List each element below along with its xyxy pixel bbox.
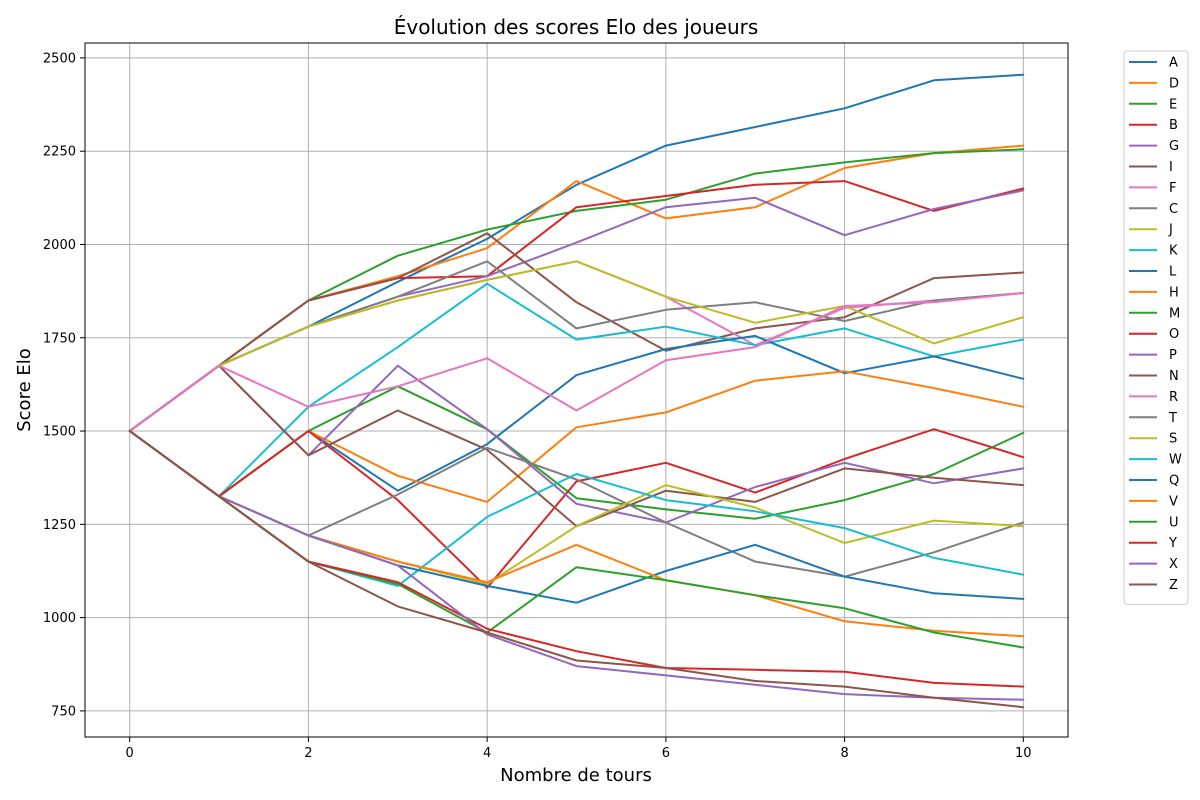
legend-label-Q: Q	[1169, 474, 1179, 489]
legend-label-O: O	[1169, 327, 1179, 342]
y-tick-label: 1000	[43, 611, 76, 626]
y-tick-label: 2250	[43, 145, 76, 160]
legend-label-C: C	[1169, 202, 1178, 217]
y-tick-label: 750	[51, 704, 76, 719]
x-tick-label: 6	[662, 746, 670, 761]
series-line-W	[128, 430, 1025, 587]
legend-label-L: L	[1169, 265, 1177, 280]
x-tick-label: 10	[1015, 746, 1032, 761]
legend-label-K: K	[1169, 244, 1178, 259]
legend-label-W: W	[1169, 453, 1182, 468]
legend-label-U: U	[1169, 515, 1179, 530]
legend-label-N: N	[1169, 369, 1179, 384]
x-axis-ticks: 0 2 4 6 8 10	[126, 737, 1032, 761]
series-line-Z	[128, 430, 1025, 709]
x-tick-label: 0	[126, 746, 134, 761]
legend-label-Y: Y	[1168, 536, 1177, 551]
y-tick-label: 1750	[43, 331, 76, 346]
series-line-O	[128, 428, 1025, 589]
legend-label-X: X	[1169, 557, 1178, 572]
y-axis-ticks: 750 1000 1250 1500 1750 2000 2250 2500	[43, 51, 85, 719]
series-line-B	[128, 180, 1025, 432]
legend-label-F: F	[1169, 181, 1176, 196]
legend-label-R: R	[1169, 390, 1178, 405]
legend-label-M: M	[1169, 306, 1180, 321]
series-line-Y	[128, 430, 1025, 688]
y-tick-label: 1250	[43, 518, 76, 533]
legend-label-I: I	[1169, 160, 1173, 175]
series-line-X	[128, 430, 1025, 701]
series-lines	[128, 73, 1025, 709]
x-tick-label: 8	[840, 746, 848, 761]
x-tick-label: 4	[483, 746, 491, 761]
legend-label-E: E	[1169, 97, 1177, 112]
series-line-A	[128, 73, 1025, 432]
series-line-S	[128, 430, 1025, 585]
legend-label-S: S	[1169, 432, 1177, 447]
series-line-V	[128, 430, 1025, 638]
x-axis-label: Nombre de tours	[500, 765, 652, 786]
y-tick-label: 2000	[43, 238, 76, 253]
legend-label-A: A	[1169, 56, 1178, 71]
legend-label-J: J	[1168, 223, 1173, 238]
series-line-K	[128, 282, 1025, 498]
legend-label-B: B	[1169, 118, 1178, 133]
series-line-E	[128, 148, 1025, 432]
y-tick-label: 1500	[43, 425, 76, 440]
chart-title: Évolution des scores Elo des joueurs	[394, 15, 759, 39]
legend-label-T: T	[1168, 411, 1177, 426]
series-line-R	[128, 292, 1025, 432]
legend-label-P: P	[1169, 348, 1177, 363]
legend-label-H: H	[1169, 285, 1179, 300]
x-tick-label: 2	[304, 746, 312, 761]
y-tick-label: 2500	[43, 51, 76, 66]
series-line-D	[128, 144, 1025, 432]
legend-box	[1123, 50, 1189, 605]
y-axis-label: Score Elo	[14, 348, 35, 432]
grid	[85, 43, 1068, 737]
series-line-N	[128, 364, 1025, 528]
plot-frame	[84, 42, 1069, 738]
legend-label-G: G	[1169, 139, 1179, 154]
series-line-I	[128, 232, 1025, 432]
legend-label-V: V	[1169, 494, 1178, 509]
legend-label-Z: Z	[1169, 578, 1178, 593]
series-line-J	[128, 260, 1025, 432]
legend-label-D: D	[1169, 76, 1179, 91]
